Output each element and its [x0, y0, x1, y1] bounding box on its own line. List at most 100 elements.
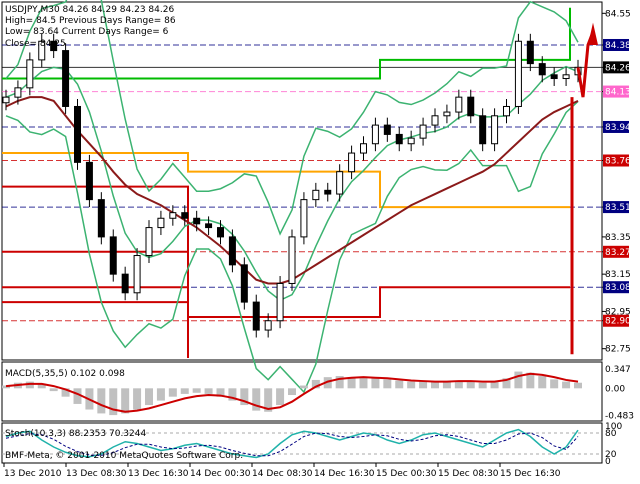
macd-signal-line: [5, 372, 579, 413]
candle-body: [121, 273, 129, 294]
price-tag-bg: [603, 281, 629, 294]
macd-histogram-bar: [323, 377, 332, 389]
stoch-signal-line: [5, 432, 579, 457]
macd-tick-label: 0.00: [605, 384, 625, 394]
macd-histogram-bar: [2, 385, 10, 389]
price-tag-bg: [603, 85, 629, 98]
macd-histogram-bar: [37, 383, 46, 389]
info-line-3: Close= 84.25: [5, 39, 66, 49]
macd-histogram-bar: [335, 376, 344, 389]
candle-body: [514, 40, 522, 107]
price-tag-bg: [603, 61, 629, 74]
macd-histogram-bar: [121, 388, 130, 414]
macd-histogram-bar: [395, 380, 404, 389]
candle-body: [205, 223, 213, 229]
info-line-1: High= 84.5 Previous Days Range= 86: [5, 16, 176, 26]
price-tag-bg: [603, 38, 629, 51]
candle-body: [145, 227, 153, 257]
stoch-tick-label: 80: [605, 429, 617, 439]
bollinger-lower: [5, 100, 579, 394]
macd-histogram-bar: [526, 372, 535, 389]
candle-body: [217, 227, 224, 238]
macd-histogram-bar: [240, 388, 249, 406]
macd-histogram-bar: [502, 378, 511, 389]
macd-histogram-bar: [252, 388, 261, 411]
candle-body: [38, 40, 46, 61]
candle-body: [228, 236, 236, 266]
price-tick-label: 83.35: [605, 233, 631, 243]
candle-body: [50, 40, 58, 52]
candle-body: [491, 115, 499, 145]
macd-histogram-bar: [514, 371, 523, 389]
macd-histogram-bar: [574, 382, 582, 389]
macd-histogram-bar: [133, 388, 142, 410]
macd-histogram-bar: [562, 381, 571, 389]
forecast-arrow-head: [588, 22, 598, 45]
macd-histogram-bar: [454, 380, 463, 389]
macd-histogram-bar: [264, 388, 273, 412]
candle-body: [467, 96, 475, 117]
candle-body: [443, 111, 451, 117]
stoch-main-line: [5, 428, 579, 459]
candle-body: [26, 59, 34, 89]
macd-histogram-bar: [216, 388, 225, 397]
price-tag-label: 84.38: [605, 41, 631, 51]
macd-histogram-bar: [168, 388, 177, 397]
candle-body: [181, 212, 189, 219]
macd-histogram-bar: [288, 388, 296, 396]
macd-histogram-bar: [550, 379, 559, 389]
macd-histogram-bar: [61, 388, 70, 397]
price-tag-label: 83.76: [605, 157, 631, 167]
macd-histogram-bar: [431, 381, 439, 389]
macd-histogram-bar: [204, 388, 213, 394]
macd-histogram-bar: [109, 388, 118, 416]
price-tag-label: 83.94: [605, 123, 631, 133]
price-tag-label: 83.27: [605, 248, 631, 258]
candle-body: [62, 50, 70, 107]
time-tick-label: 14 Dec 08:30: [252, 469, 313, 479]
stoch-title: Stoch(10,3,3) 88.2353 70.3244: [5, 429, 146, 439]
candle-body: [395, 133, 403, 145]
macd-histogram-bar: [538, 376, 547, 389]
candle-body: [157, 217, 165, 229]
candle-body: [288, 236, 296, 284]
candle-body: [336, 171, 344, 195]
time-tick-label: 13 Dec 08:30: [66, 469, 127, 479]
macd-histogram-bar: [49, 388, 58, 392]
price-tick-label: 82.75: [605, 345, 631, 355]
macd-histogram-bar: [25, 381, 34, 389]
stoch-tick-label: 20: [605, 450, 617, 460]
macd-histogram-bar: [228, 388, 237, 401]
candle-body: [371, 124, 379, 145]
candle-body: [276, 282, 284, 322]
macd-histogram-bar: [97, 388, 106, 414]
candle-body: [193, 217, 201, 225]
macd-histogram-bar: [478, 382, 487, 389]
price-tag-bg: [603, 314, 629, 327]
candle-body: [562, 74, 570, 80]
macd-tick-label: 0.347: [605, 365, 631, 375]
time-tick-label: 15 Dec 00:30: [376, 469, 437, 479]
macd-histogram-bar: [145, 388, 153, 406]
candle-body: [383, 124, 391, 135]
macd-histogram-bar: [299, 385, 308, 389]
stoch-panel: [1, 422, 603, 464]
candle-body: [324, 189, 332, 195]
candle-body: [85, 161, 93, 201]
bollinger-upper: [5, 0, 579, 236]
price-tag-label: 84.13: [605, 88, 631, 98]
macd-histogram-bar: [407, 381, 416, 389]
time-tick-label: 15 Dec 08:30: [438, 469, 499, 479]
macd-histogram-bar: [442, 381, 451, 389]
candle-body: [252, 301, 260, 331]
time-tick-label: 13 Dec 16:30: [128, 469, 189, 479]
pivot-line-5: [2, 7, 571, 80]
candle-body: [264, 320, 272, 331]
price-tick-label: 82.95: [605, 307, 631, 317]
pivot-line-4: [2, 152, 570, 209]
candle-body: [109, 236, 117, 275]
candle-body: [526, 40, 534, 65]
price-tag-label: 82.90: [605, 317, 631, 327]
candle-body: [14, 87, 22, 98]
